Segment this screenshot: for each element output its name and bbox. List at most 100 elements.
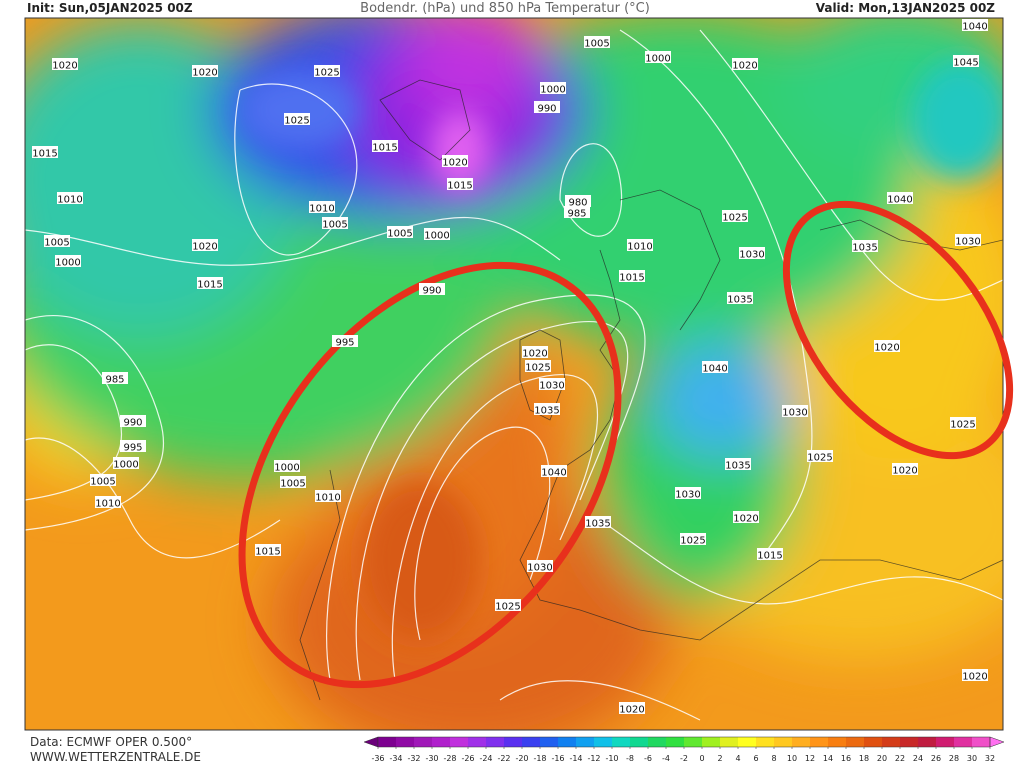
- colorbar-tick-label: 2: [717, 754, 722, 763]
- colorbar-bin: [540, 737, 559, 747]
- colorbar: -36 -34 -32 -30 -28 -26 -24 -22 -20 -18 -16 -14 -12-…: [363, 736, 1005, 763]
- isobar-label: 1020: [522, 349, 547, 360]
- isobar-label-box: [739, 247, 765, 259]
- colorbar-tick-label: 20: [877, 754, 887, 763]
- isobar-label: 1000: [540, 85, 565, 96]
- isobar-label-box: [541, 465, 567, 477]
- isobar-label: 1020: [192, 68, 217, 79]
- colorbar-bin: [432, 737, 451, 747]
- isobar-label: 1020: [619, 705, 644, 716]
- isobar-label: 1030: [539, 381, 564, 392]
- colorbar-tick-label: -4: [662, 754, 670, 763]
- isobar-label-box: [255, 544, 281, 556]
- isobar-label: 1020: [874, 343, 899, 354]
- isobar-label-box: [702, 361, 728, 373]
- isobar-label-box: [619, 270, 645, 282]
- colorbar-tick-label: 4: [735, 754, 740, 763]
- isobar-label-box: [852, 240, 878, 252]
- isobar-label-box: [314, 65, 340, 77]
- isobar-label-box: [424, 228, 450, 240]
- isobar-label-box: [120, 415, 146, 427]
- isobar-label: 1015: [757, 551, 782, 562]
- isobar-label-box: [55, 255, 81, 267]
- colorbar-bin: [954, 737, 973, 747]
- isobar-label: 1015: [447, 181, 472, 192]
- isobar-label: 1020: [733, 514, 758, 525]
- valid-time: Valid: Mon,13JAN2025 00Z: [816, 1, 996, 15]
- colorbar-tick-label: -2: [680, 754, 688, 763]
- isobar-label: 985: [105, 375, 124, 386]
- isobar-label: 1010: [627, 242, 652, 253]
- isobar-label-box: [309, 201, 335, 213]
- isobar-label-box: [284, 113, 310, 125]
- colorbar-bin: [900, 737, 919, 747]
- isobar-label-box: [874, 340, 900, 352]
- temperature-detail: [240, 60, 1003, 640]
- isobar-label: 1015: [197, 280, 222, 291]
- isobar-label: 1010: [57, 195, 82, 206]
- isobar-label: 980: [568, 198, 587, 209]
- isobar-label: 1005: [387, 229, 412, 240]
- isobar-label: 1030: [955, 237, 980, 248]
- colorbar-tick-label: 28: [949, 754, 959, 763]
- colorbar-tick-label: 10: [787, 754, 797, 763]
- colorbar-tick-label: -24: [479, 754, 492, 763]
- isobar-label: 1035: [852, 243, 877, 254]
- colorbar-tick-label: -10: [605, 754, 618, 763]
- isobar-label-box: [887, 192, 913, 204]
- isobar-label: 985: [567, 209, 586, 220]
- colorbar-bin: [666, 737, 685, 747]
- isobar-label-box: [680, 533, 706, 545]
- colorbar-tick-label: -36: [371, 754, 384, 763]
- colorbar-bin: [756, 737, 775, 747]
- init-time: Init: Sun,05JAN2025 00Z: [27, 1, 193, 15]
- highlight-ellipse: [238, 261, 622, 689]
- isobar-label-box: [627, 239, 653, 251]
- colorbar-tick-label: 18: [859, 754, 869, 763]
- isobar-label-box: [57, 192, 83, 204]
- isobar-label-box: [732, 58, 758, 70]
- colorbar-tick-label: 12: [805, 754, 815, 763]
- colorbar-bin: [882, 737, 901, 747]
- isobar-label-box: [322, 217, 348, 229]
- isobar-label: 1020: [732, 61, 757, 72]
- colorbar-tick-label: -16: [551, 754, 564, 763]
- colorbar-bin: [846, 737, 865, 747]
- isobar-label-box: [197, 277, 223, 289]
- isobar-label-box: [955, 234, 981, 246]
- isobar-label: 1030: [527, 563, 552, 574]
- isobar-label: 1010: [95, 499, 120, 510]
- highlight-ellipse: [782, 200, 1014, 460]
- isobar-label-box: [44, 235, 70, 247]
- isobar-label: 1005: [90, 477, 115, 488]
- isobar-label-box: [525, 360, 551, 372]
- colorbar-tick-label: -34: [389, 754, 402, 763]
- isobar-label-box: [539, 378, 565, 390]
- isobar-label-box: [534, 101, 560, 113]
- isobar-label: 990: [422, 286, 441, 297]
- isobar-label-box: [113, 457, 139, 469]
- colorbar-bin: [792, 737, 811, 747]
- isobar-label-box: [727, 292, 753, 304]
- isobar-label-box: [527, 560, 553, 572]
- isobar-label: 1035: [585, 519, 610, 530]
- colorbar-bin: [630, 737, 649, 747]
- isobar-label: 1025: [525, 363, 550, 374]
- isobar-label: 1040: [541, 468, 566, 479]
- colorbar-bin: [738, 737, 757, 747]
- isobar-label: 1000: [55, 258, 80, 269]
- colorbar-tick-label: -26: [461, 754, 474, 763]
- isobar-label-box: [332, 335, 358, 347]
- colorbar-bin: [864, 737, 883, 747]
- isobar-label: 1020: [192, 242, 217, 253]
- isobar-label-box: [192, 239, 218, 251]
- isobar-label-box: [782, 405, 808, 417]
- colorbar-bin: [522, 737, 541, 747]
- colorbar-bin: [504, 737, 523, 747]
- colorbar-tick-label: -12: [587, 754, 600, 763]
- coastlines: [299, 79, 1003, 701]
- isobar-label: 1040: [887, 195, 912, 206]
- isobar-label-box: [280, 476, 306, 488]
